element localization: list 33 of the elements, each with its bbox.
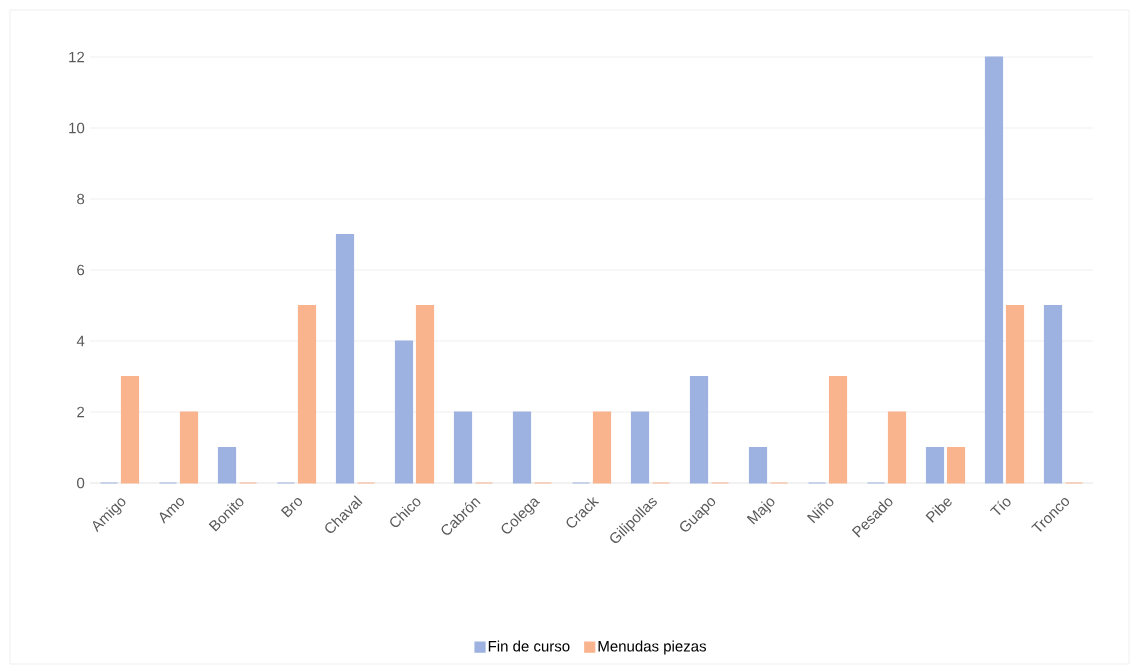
bar: [592, 411, 612, 484]
bar: [335, 233, 355, 484]
bar: [1005, 304, 1025, 484]
bar: [689, 375, 709, 484]
y-tick-label: 12: [69, 51, 85, 63]
y-tick-label: 4: [76, 335, 85, 347]
x-tick-label: Bro: [280, 497, 303, 518]
bar: [179, 411, 199, 484]
bar: [1043, 304, 1063, 484]
bar: [217, 446, 237, 484]
y-tick-label: 8: [77, 193, 85, 205]
bar: [887, 411, 907, 484]
y-tick-label: 6: [77, 264, 85, 276]
bar: [925, 446, 945, 484]
x-tick-label: Pibe: [925, 498, 952, 523]
bar: [297, 304, 317, 484]
bar: [415, 304, 435, 484]
bar: [512, 411, 532, 484]
x-tick-label: Tío: [989, 498, 1011, 516]
bar: [120, 375, 140, 484]
y-tick-label: 2: [77, 406, 85, 418]
bar: [630, 411, 650, 484]
bar: [946, 446, 966, 484]
bar: [748, 446, 768, 484]
legend-label: Fin de curso: [488, 640, 570, 652]
legend-label: Menudas piezas: [598, 640, 707, 655]
bar: [394, 340, 414, 484]
bar: [984, 56, 1004, 484]
bar: [828, 375, 848, 484]
x-tick-label: Niño: [806, 498, 834, 524]
y-tick-label: 0: [77, 477, 85, 489]
y-tick-label: 10: [69, 122, 85, 134]
bar: [453, 411, 473, 484]
